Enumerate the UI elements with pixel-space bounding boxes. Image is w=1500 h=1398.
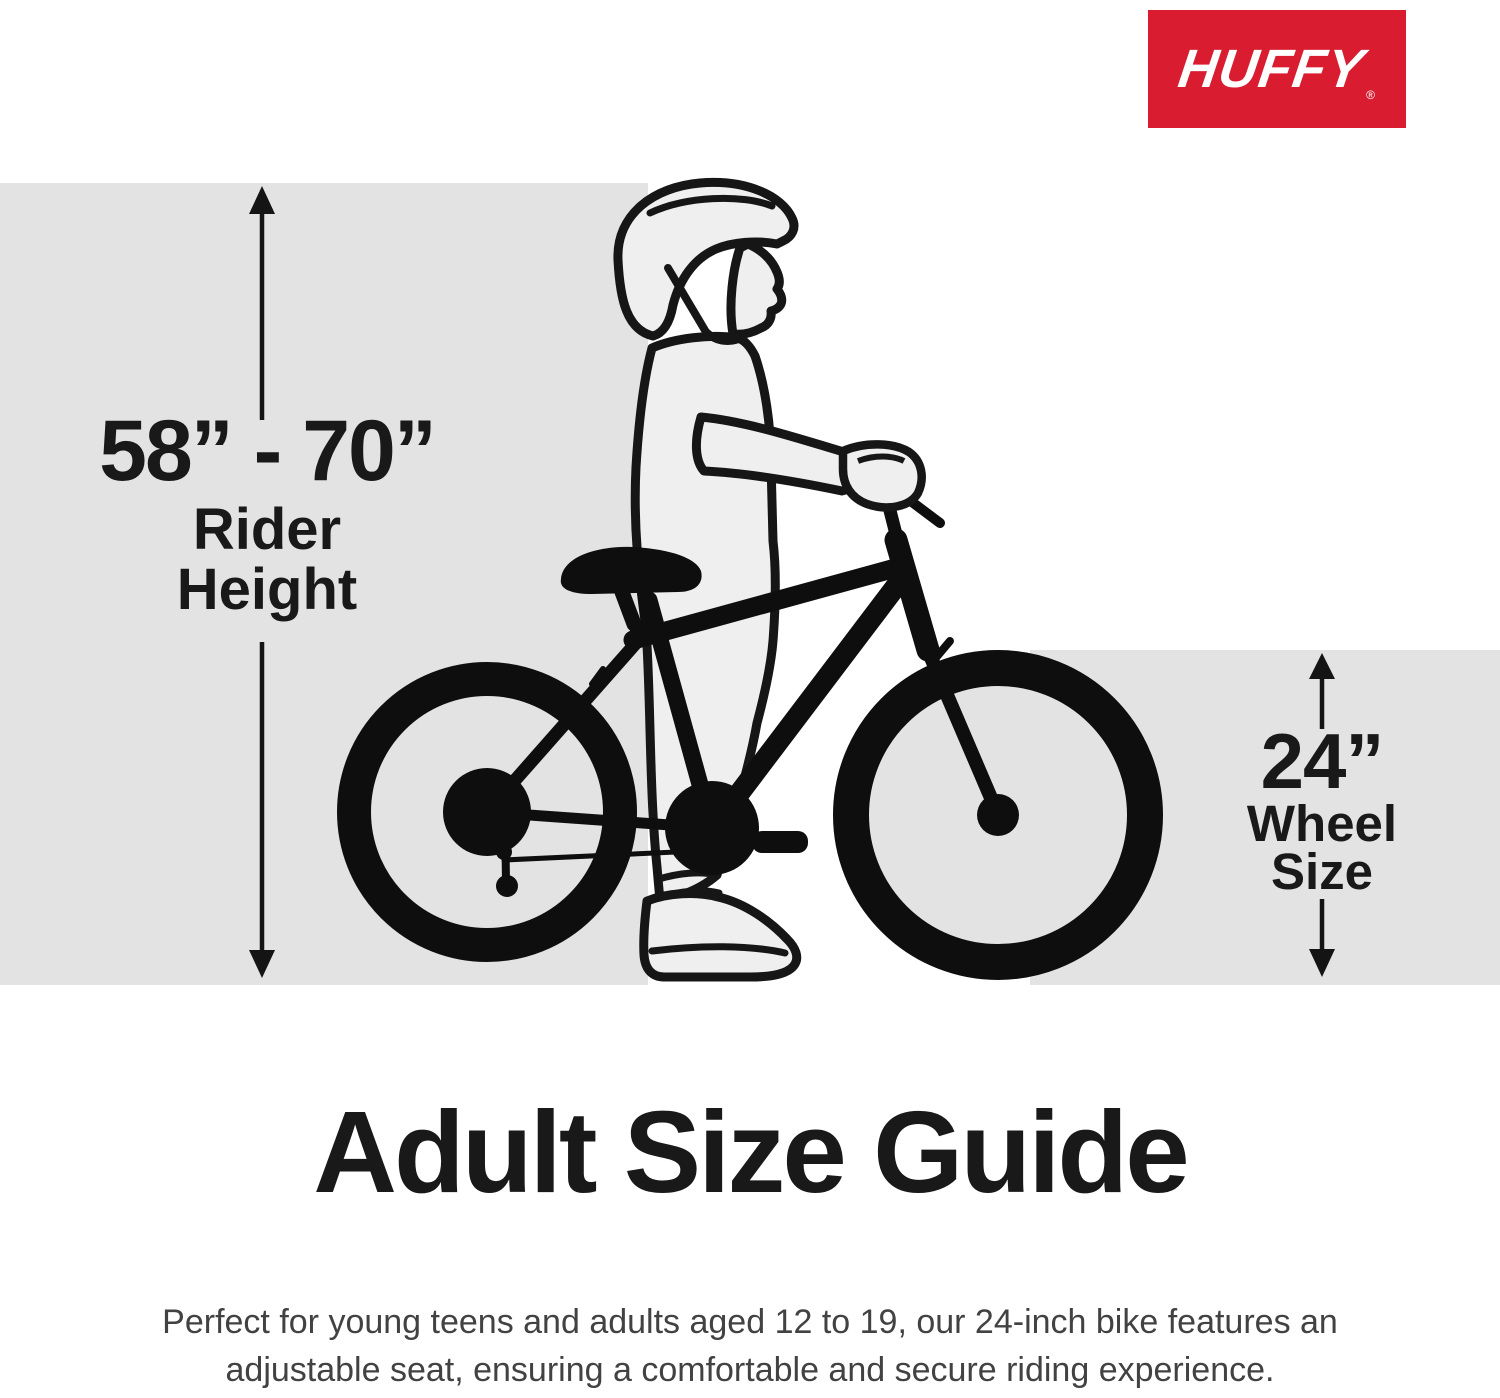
registered-trademark-icon: ® — [1366, 88, 1375, 102]
rider-height-range: 58” - 70” — [99, 403, 437, 499]
front-hub — [977, 794, 1019, 836]
shoe-sole-line — [648, 943, 789, 957]
helmet-strap — [664, 264, 710, 336]
rider-shoe — [639, 889, 802, 982]
down-tube — [705, 566, 914, 835]
description-text: Perfect for young teens and adults aged … — [0, 1298, 1500, 1394]
chain-line — [501, 848, 701, 863]
fork-tab — [930, 637, 954, 664]
knuckle-line — [856, 453, 906, 464]
wheel-size-value: 24” — [1260, 717, 1385, 805]
rear-hub — [443, 768, 531, 856]
description-line2: adjustable seat, ensuring a comfortable … — [225, 1351, 1275, 1389]
wheel-size-label-line2: Size — [1270, 843, 1374, 900]
helmet-chin-strap — [702, 328, 748, 345]
rider-bike-illustration — [337, 177, 1163, 982]
rider-height-label-line2: Height — [176, 557, 358, 622]
wheel-size-label: Wheel Size — [1172, 795, 1472, 900]
huffy-logo-text: HUFFY — [1174, 39, 1369, 99]
rider-helmet — [613, 177, 799, 341]
wheel-size-arrow-up-icon — [1309, 653, 1335, 729]
head-tube — [884, 528, 940, 662]
wheel-size-arrow-down-icon — [1309, 899, 1335, 977]
chainring — [665, 781, 759, 875]
bicycle — [337, 467, 1163, 980]
frame-junction — [628, 626, 650, 648]
rider-height-label: Rider Height — [27, 500, 507, 620]
page-title: Adult Size Guide — [313, 1087, 1190, 1217]
pedal — [752, 831, 808, 853]
top-tube — [623, 557, 909, 650]
description-line1: Perfect for young teens and adults aged … — [162, 1303, 1338, 1341]
saddle — [560, 546, 702, 594]
rider-height-arrow-down-icon — [249, 642, 275, 978]
rider-height-label-line1: Rider — [192, 497, 342, 562]
rider-height-arrow-up-icon — [249, 186, 275, 420]
saddle-clamp — [614, 584, 642, 632]
wheel-size-label-line1: Wheel — [1246, 795, 1398, 852]
huffy-logo: HUFFY ® — [1148, 10, 1406, 128]
rider-hand — [838, 440, 926, 512]
derailleur-pulley — [496, 875, 518, 897]
helmet-vent-line — [646, 194, 776, 217]
rider-face — [726, 239, 787, 339]
fork — [919, 639, 1004, 819]
